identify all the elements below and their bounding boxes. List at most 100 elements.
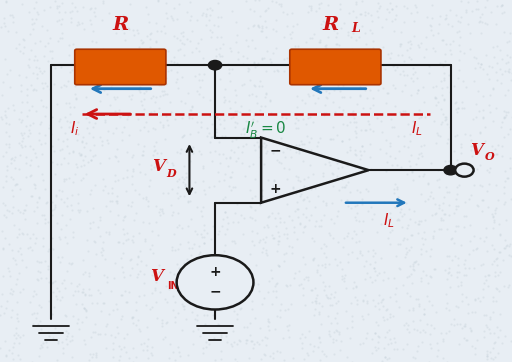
Point [126,272,135,278]
Point [71,289,79,294]
Point [417,41,425,46]
Point [17,99,26,105]
Point [158,320,166,326]
Point [258,188,266,193]
Point [405,307,413,313]
Point [353,255,361,261]
Point [195,252,203,257]
Point [149,125,157,131]
Point [195,91,203,97]
Point [338,94,346,100]
Point [287,35,295,41]
Point [496,47,504,53]
Point [352,1,360,7]
Point [309,119,317,125]
Point [40,186,49,192]
Point [293,206,301,211]
Point [79,134,88,139]
Point [495,249,503,255]
Point [162,81,170,87]
Point [113,146,121,152]
Point [221,86,229,92]
Point [129,345,137,351]
Point [430,266,438,272]
Point [91,182,99,188]
Point [220,99,228,105]
Point [49,289,57,295]
Point [232,136,241,142]
Point [30,208,38,214]
Point [56,147,64,152]
Point [319,279,327,285]
Point [2,120,10,126]
Point [385,9,393,15]
Point [108,190,116,195]
Point [55,289,63,294]
Point [148,352,156,358]
Point [409,78,417,84]
Point [419,327,428,333]
Point [2,178,10,184]
Point [118,60,126,66]
Point [20,143,29,149]
Point [48,143,56,149]
Point [467,343,476,349]
Point [1,23,9,29]
Point [283,11,291,17]
Point [237,306,245,311]
Point [184,285,193,290]
Point [438,92,446,98]
Point [239,143,247,149]
Point [263,335,271,341]
Point [321,43,329,49]
Point [125,132,133,138]
Point [408,280,416,286]
Point [447,235,456,241]
Point [274,238,283,244]
Point [195,326,203,332]
Point [136,89,144,95]
Point [505,30,512,35]
Point [292,115,300,121]
Point [115,21,123,26]
Point [349,109,357,114]
Point [428,160,436,165]
Point [200,222,208,227]
Point [391,181,399,187]
Point [222,155,230,161]
Point [315,83,323,88]
Point [125,290,133,295]
Point [287,301,295,307]
Point [156,119,164,125]
Point [243,278,251,283]
Point [317,0,326,6]
Point [283,55,291,61]
Point [231,92,240,97]
Point [54,340,62,346]
Point [304,274,312,280]
Point [259,83,267,89]
Point [116,14,124,20]
Point [407,232,415,238]
Point [111,108,119,114]
Point [218,223,226,229]
Point [79,257,88,263]
Point [2,129,10,135]
Point [53,358,61,362]
Point [431,201,439,207]
Point [73,22,81,28]
Point [7,350,15,355]
Text: O: O [485,151,495,162]
Point [504,109,512,115]
Point [166,285,174,291]
Point [157,82,165,88]
Point [343,197,351,203]
Point [162,157,170,163]
Point [280,56,288,62]
Point [219,196,227,202]
Point [478,183,486,189]
Point [62,328,70,334]
Point [59,199,68,205]
Point [23,154,31,160]
Point [2,149,10,155]
